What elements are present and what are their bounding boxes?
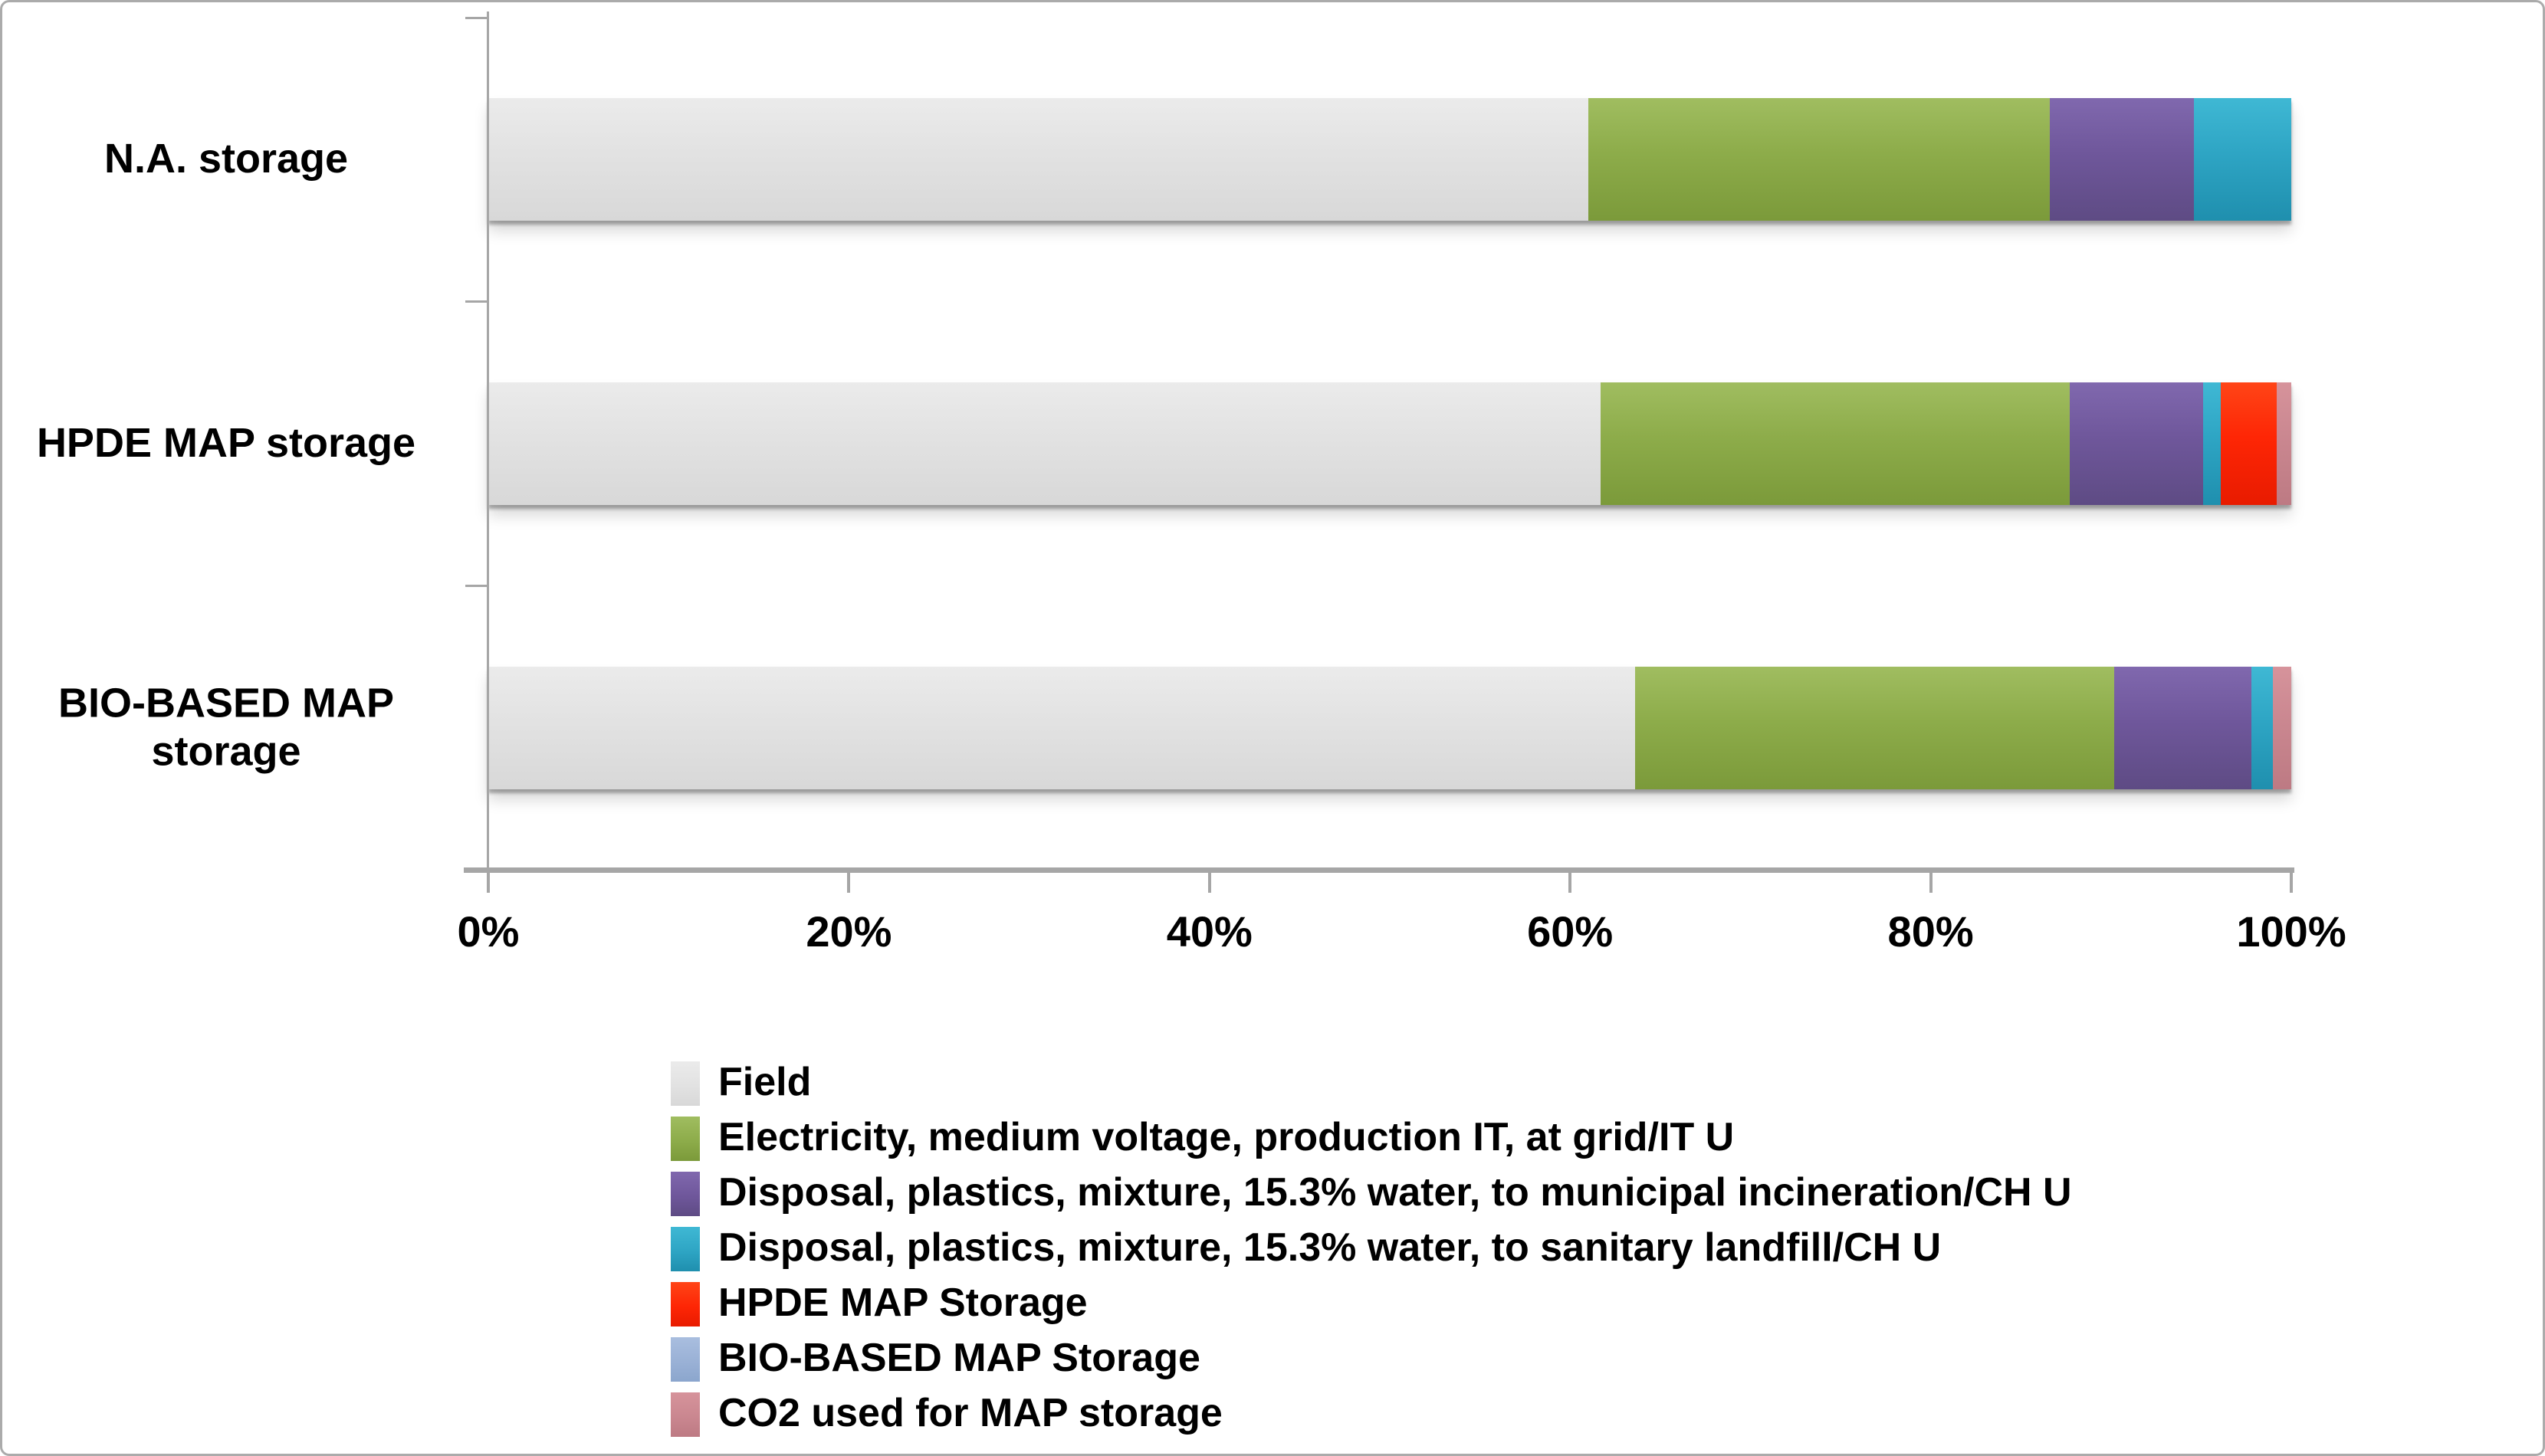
legend-row-field: Field [671, 1060, 2072, 1106]
x-axis-tick-label: 100% [2236, 907, 2346, 956]
category-label-bio-based-map-storage: BIO-BASED MAP storage [57, 679, 394, 775]
x-axis-tick [1207, 873, 1211, 893]
x-axis-tick-label: 20% [806, 907, 892, 956]
bar-segment-electricity-medium-voltage-production-it [1634, 666, 2115, 789]
category-label-hpde-map-storage: HPDE MAP storage [36, 420, 416, 467]
legend-label-disposal-plastics-mixture-15-3-water-to-: Disposal, plastics, mixture, 15.3% water… [718, 1170, 2072, 1215]
bar-segment-field [488, 666, 1635, 789]
bar-segment-field [488, 382, 1601, 505]
bar-segment-disposal-plastics-mixture-15-3-water-to- [2114, 666, 2252, 789]
bar-segment-co2-used-for-map-storage [2273, 666, 2291, 789]
x-axis-tick [847, 873, 851, 893]
x-axis-tick-label: 60% [1527, 907, 1614, 956]
legend-swatch-bio-based-map-storage [671, 1337, 700, 1382]
legend-label-field: Field [718, 1060, 812, 1104]
legend-label-electricity-medium-voltage-production-it: Electricity, medium voltage, production … [718, 1115, 1735, 1159]
category-label-n-a-storage: N.A. storage [103, 136, 349, 182]
legend-row-electricity-medium-voltage-production-it: Electricity, medium voltage, production … [671, 1115, 2072, 1161]
legend-label-co2-used-for-map-storage: CO2 used for MAP storage [718, 1391, 1223, 1435]
bar-segment-electricity-medium-voltage-production-it [1601, 382, 2070, 505]
bar-hpde-map-storage [488, 382, 2291, 505]
bar-n-a-storage [488, 98, 2291, 221]
y-axis-category-tick [465, 584, 488, 587]
bar-segment-disposal-plastics-mixture-15-3-water-to- [2251, 666, 2274, 789]
legend-swatch-co2-used-for-map-storage [671, 1392, 700, 1437]
bar-segment-disposal-plastics-mixture-15-3-water-to- [2069, 382, 2203, 505]
x-axis-tick [1568, 873, 1572, 893]
legend-swatch-disposal-plastics-mixture-15-3-water-to- [671, 1172, 700, 1216]
x-axis-tick-label: 80% [1887, 907, 1974, 956]
bar-segment-co2-used-for-map-storage [2277, 382, 2291, 505]
bar-segment-electricity-medium-voltage-production-it [1588, 98, 2050, 221]
bar-segment-hpde-map-storage [2221, 382, 2277, 505]
y-axis-line [487, 11, 489, 870]
y-axis-category-tick [465, 16, 488, 19]
bar-segment-field [488, 98, 1588, 221]
legend-row-disposal-plastics-mixture-15-3-water-to-: Disposal, plastics, mixture, 15.3% water… [671, 1170, 2072, 1216]
legend-row-disposal-plastics-mixture-15-3-water-to-: Disposal, plastics, mixture, 15.3% water… [671, 1225, 2072, 1271]
x-axis-line [464, 867, 2294, 873]
legend-swatch-hpde-map-storage [671, 1282, 700, 1326]
bar-segment-disposal-plastics-mixture-15-3-water-to- [2049, 98, 2194, 221]
legend-row-hpde-map-storage: HPDE MAP Storage [671, 1281, 2072, 1326]
legend-swatch-electricity-medium-voltage-production-it [671, 1117, 700, 1161]
bar-segment-disposal-plastics-mixture-15-3-water-to- [2193, 98, 2291, 221]
y-axis-category-tick [465, 300, 488, 303]
legend-swatch-field [671, 1061, 700, 1106]
legend-label-disposal-plastics-mixture-15-3-water-to-: Disposal, plastics, mixture, 15.3% water… [718, 1225, 1942, 1270]
legend-swatch-disposal-plastics-mixture-15-3-water-to- [671, 1227, 700, 1271]
legend-row-bio-based-map-storage: BIO-BASED MAP Storage [671, 1336, 2072, 1382]
x-axis-tick [2290, 873, 2293, 893]
legend-label-bio-based-map-storage: BIO-BASED MAP Storage [718, 1336, 1200, 1380]
x-axis-tick-label: 0% [457, 907, 520, 956]
legend: Field Electricity, medium voltage, produc… [671, 1060, 2072, 1446]
bar-bio-based-map-storage [488, 666, 2291, 789]
x-axis-tick [487, 873, 490, 893]
bar-segment-disposal-plastics-mixture-15-3-water-to- [2202, 382, 2222, 505]
legend-label-hpde-map-storage: HPDE MAP Storage [718, 1281, 1088, 1325]
x-axis-tick-label: 40% [1166, 907, 1253, 956]
legend-row-co2-used-for-map-storage: CO2 used for MAP storage [671, 1391, 2072, 1437]
x-axis-tick [1929, 873, 1933, 893]
